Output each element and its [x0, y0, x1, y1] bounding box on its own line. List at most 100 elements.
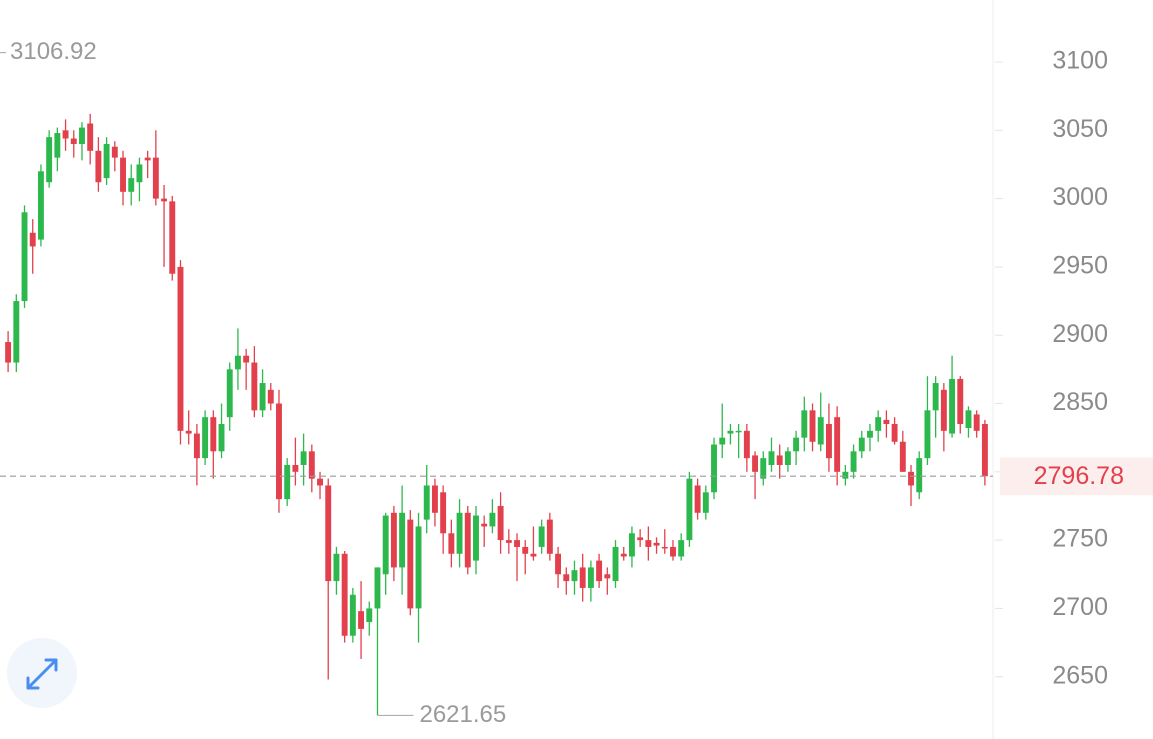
candle-body — [809, 410, 816, 442]
candle-body — [784, 451, 791, 465]
candle-body — [645, 540, 652, 547]
y-tick-label: 2650 — [1052, 661, 1108, 689]
candle-body — [161, 198, 168, 202]
candle-body — [957, 378, 964, 425]
candle-body — [431, 485, 438, 513]
candle-body — [267, 389, 274, 404]
candle-body — [555, 553, 562, 575]
candle-body — [702, 492, 709, 513]
candle-body — [965, 410, 972, 429]
y-tick-label: 2950 — [1052, 252, 1108, 280]
candle-body — [727, 430, 734, 434]
candle-body — [735, 430, 742, 433]
candle-body — [251, 362, 258, 411]
candle-body — [514, 540, 520, 547]
last-price-label: 2796.78 — [1034, 462, 1124, 490]
candle-body — [473, 515, 479, 561]
candle-body — [210, 417, 217, 452]
candle-body — [87, 123, 94, 151]
y-tick-label: 2900 — [1052, 320, 1108, 348]
expand-icon[interactable] — [26, 658, 58, 690]
candle-body — [858, 437, 865, 452]
y-tick-label: 3000 — [1052, 183, 1108, 211]
candle-body — [686, 478, 693, 541]
candle-body — [341, 553, 348, 636]
candle-body — [128, 178, 135, 192]
candle-body — [325, 485, 332, 582]
candle-body — [596, 560, 603, 582]
candle-body — [46, 137, 53, 183]
candle-body — [37, 171, 44, 240]
candle-body — [423, 485, 430, 520]
expand-button[interactable] — [7, 638, 77, 708]
candle-body — [522, 546, 529, 554]
candle-body — [382, 515, 389, 575]
candle-body — [111, 146, 118, 158]
candle-body — [169, 201, 176, 274]
candle-body — [719, 437, 726, 445]
candle-body — [308, 451, 315, 479]
candle-body — [604, 574, 611, 579]
candle-body — [54, 133, 61, 158]
candle-body — [940, 389, 947, 431]
candle-body — [62, 130, 69, 139]
candle-body — [825, 424, 832, 459]
candle-body — [349, 594, 356, 636]
candle-body — [505, 540, 512, 543]
candle-body — [185, 430, 192, 434]
candle-body — [70, 138, 77, 144]
candle-body — [358, 611, 365, 629]
candle-body — [908, 471, 914, 486]
candle-body — [678, 540, 685, 557]
candle-body — [317, 478, 323, 486]
candle-body — [530, 553, 537, 557]
candle-body — [949, 378, 956, 434]
candle-body — [136, 164, 143, 183]
candle-body — [924, 410, 931, 459]
candle-body — [620, 553, 627, 557]
candle-body — [21, 212, 28, 302]
candle-body — [226, 369, 233, 418]
candle-body — [218, 424, 225, 452]
y-tick-label: 2850 — [1052, 388, 1108, 416]
candle-body — [891, 424, 898, 442]
candle-body — [29, 232, 36, 247]
candle-body — [333, 553, 340, 582]
candle-body — [760, 458, 767, 479]
candle-body — [13, 301, 20, 363]
candle-body — [563, 574, 570, 582]
candle-body — [120, 157, 126, 192]
candle-body — [366, 608, 373, 623]
candle-body — [899, 441, 906, 472]
candle-body — [284, 464, 291, 500]
candle-body — [587, 567, 594, 588]
candle-body — [916, 458, 923, 493]
candle-body — [152, 157, 159, 199]
candle-body — [415, 526, 422, 609]
y-tick-label: 2700 — [1052, 593, 1108, 621]
candle-body — [448, 533, 455, 554]
candle-body — [497, 505, 504, 541]
candle-body — [144, 157, 151, 161]
candle-body — [768, 451, 775, 465]
candle-body — [193, 433, 200, 459]
candle-body — [374, 567, 381, 609]
candle-body — [842, 471, 849, 479]
candle-body — [628, 533, 635, 557]
candle-body — [202, 417, 209, 459]
candle-body — [259, 383, 266, 411]
candle-body — [79, 127, 85, 144]
candle-body — [292, 464, 299, 472]
candle-body — [464, 512, 471, 568]
candle-body — [743, 430, 750, 459]
candle-body — [390, 512, 397, 568]
candle-body — [103, 143, 110, 179]
candle-body — [95, 150, 102, 183]
candle-body — [276, 403, 282, 500]
candle-body — [440, 492, 447, 534]
last-price-bg — [1000, 457, 1153, 496]
candle-body — [801, 410, 808, 438]
